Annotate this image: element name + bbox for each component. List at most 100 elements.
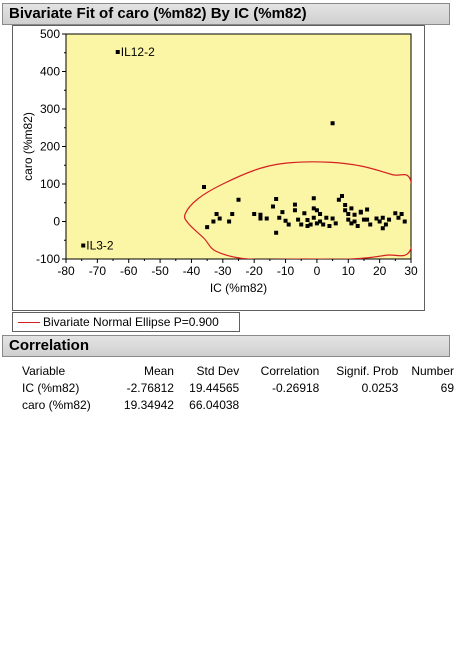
data-point xyxy=(377,219,382,224)
data-point xyxy=(327,224,332,228)
col-header-std-dev: Std Dev xyxy=(196,363,240,378)
correlation-table: Variable Mean Std Dev Correlation Signif… xyxy=(22,362,454,413)
x-tick-label: -50 xyxy=(151,264,169,278)
x-tick-label: 20 xyxy=(373,264,387,278)
data-point xyxy=(217,216,222,221)
data-point xyxy=(308,222,313,227)
data-point xyxy=(227,219,232,224)
data-point xyxy=(258,216,263,221)
x-tick-label: -30 xyxy=(214,264,232,278)
report-title-bar[interactable]: Bivariate Fit of caro (%m82) By IC (%m82… xyxy=(2,3,450,25)
data-point xyxy=(292,208,297,213)
data-point xyxy=(352,219,357,224)
data-point xyxy=(81,243,86,248)
data-point xyxy=(318,219,323,224)
data-point xyxy=(271,204,275,209)
data-point xyxy=(286,222,291,227)
data-point xyxy=(393,211,398,216)
cell-variable: IC (%m82) xyxy=(22,380,80,395)
data-point xyxy=(396,215,401,220)
data-point xyxy=(296,217,301,222)
x-tick-label: -10 xyxy=(277,264,295,278)
y-tick-label: 100 xyxy=(40,177,60,191)
data-point xyxy=(292,202,297,207)
data-point xyxy=(374,216,379,221)
data-point xyxy=(283,218,288,223)
data-point xyxy=(305,224,310,228)
data-point xyxy=(365,217,370,222)
data-point xyxy=(358,209,363,214)
data-point xyxy=(211,219,216,224)
data-point xyxy=(346,217,351,222)
data-point xyxy=(368,222,373,227)
table-row: IC (%m82) -2.76812 19.44565 -0.26918 0.0… xyxy=(22,379,454,396)
legend-ellipse-swatch xyxy=(18,322,40,323)
data-point xyxy=(343,203,348,207)
cell-number: 69 xyxy=(440,380,454,395)
data-point xyxy=(258,212,263,217)
data-point xyxy=(311,196,316,201)
y-tick-label: 400 xyxy=(40,65,60,79)
data-point xyxy=(349,221,354,226)
legend-label: Bivariate Normal Ellipse P=0.900 xyxy=(43,315,219,329)
cell-number xyxy=(398,396,454,413)
point-label: IL12-2 xyxy=(121,45,155,59)
col-header-signif-prob: Signif. Prob xyxy=(336,363,399,378)
col-header-mean: Mean xyxy=(143,363,174,378)
x-tick-label: 0 xyxy=(314,264,321,278)
y-tick-label: 500 xyxy=(40,27,60,41)
scatter-plot[interactable]: -80 -70 -60 -50 -40 -30 -20 -10 0 10 20 30-10001002… xyxy=(13,26,424,310)
data-point xyxy=(274,197,279,201)
x-axis-label: IC (%m82) xyxy=(210,281,267,295)
data-point xyxy=(330,216,335,221)
data-point xyxy=(230,212,235,216)
cell-mean: -2.76812 xyxy=(126,380,174,395)
col-header-variable: Variable xyxy=(22,363,66,378)
data-point xyxy=(340,194,344,198)
report-title: Bivariate Fit of caro (%m82) By IC (%m82… xyxy=(9,5,307,22)
data-point xyxy=(346,212,351,216)
data-point xyxy=(402,219,407,224)
point-label: IL3-2 xyxy=(86,239,114,253)
plot-legend: Bivariate Normal Ellipse P=0.900 xyxy=(12,312,240,332)
x-tick-label: 10 xyxy=(342,264,356,278)
cell-signif-prob xyxy=(319,396,398,413)
cell-signif-prob: 0.0253 xyxy=(361,380,399,395)
data-point xyxy=(302,211,307,216)
correlation-header-row: Variable Mean Std Dev Correlation Signif… xyxy=(22,362,454,379)
col-header-number: Number xyxy=(411,363,454,378)
y-tick-label: 300 xyxy=(40,102,60,116)
x-tick-label: -40 xyxy=(183,264,201,278)
data-point xyxy=(365,207,370,212)
data-point xyxy=(318,212,323,216)
cell-variable: caro (%m82) xyxy=(22,397,91,412)
correlation-title: Correlation xyxy=(9,337,90,354)
cell-mean: 19.34942 xyxy=(123,397,174,412)
data-point xyxy=(115,50,120,54)
data-point xyxy=(387,217,392,222)
data-point xyxy=(311,206,316,211)
correlation-title-bar[interactable]: Correlation xyxy=(2,335,450,357)
x-tick-label: -20 xyxy=(246,264,264,278)
data-point xyxy=(252,212,257,216)
x-tick-label: -80 xyxy=(57,264,75,278)
data-point xyxy=(380,215,385,220)
y-tick-label: 0 xyxy=(53,215,60,229)
data-point xyxy=(380,226,385,231)
cell-std-dev: 66.04038 xyxy=(189,397,240,412)
data-point xyxy=(361,217,366,222)
y-tick-label: -100 xyxy=(36,252,60,266)
data-point xyxy=(314,221,319,226)
data-point xyxy=(264,216,269,221)
data-point xyxy=(236,197,241,202)
x-tick-label: -60 xyxy=(120,264,138,278)
data-point xyxy=(305,218,310,222)
data-point xyxy=(352,212,357,217)
data-point xyxy=(299,222,304,227)
data-point xyxy=(311,215,316,220)
data-point xyxy=(336,197,341,202)
y-axis-label: caro (%m82) xyxy=(21,112,35,181)
data-point xyxy=(274,230,279,235)
data-point xyxy=(205,225,210,230)
data-point xyxy=(202,185,206,189)
